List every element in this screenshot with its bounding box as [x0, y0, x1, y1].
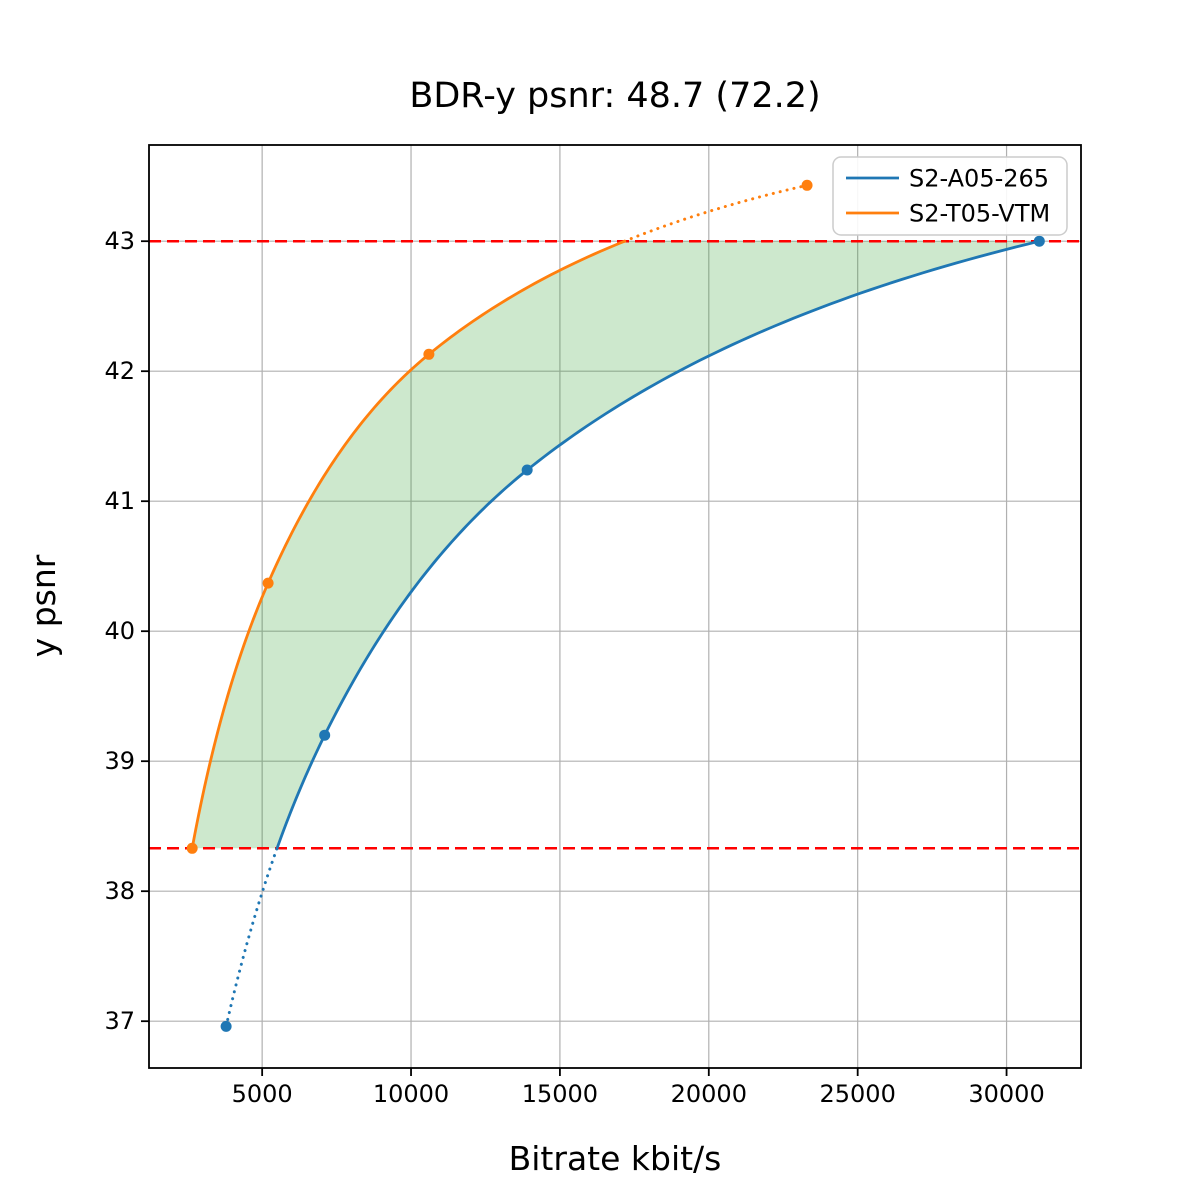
data-point-marker-s2-t05-vtm [423, 348, 435, 360]
x-tick-label: 10000 [373, 1080, 449, 1108]
y-tick-label: 37 [104, 1007, 135, 1035]
data-point-marker-s2-a05-265 [521, 464, 533, 476]
series-dotted-extension-s2-a05-265 [224, 846, 279, 1028]
y-tick-label: 40 [104, 617, 135, 645]
data-point-marker-s2-a05-265 [319, 729, 331, 741]
x-tick-label: 30000 [968, 1080, 1044, 1108]
y-tick-label: 39 [104, 747, 135, 775]
x-tick-label: 20000 [671, 1080, 747, 1108]
legend-label-s2-a05-265: S2-A05-265 [909, 165, 1049, 193]
data-point-marker-s2-t05-vtm [262, 577, 274, 589]
legend-label-s2-t05-vtm: S2-T05-VTM [909, 200, 1050, 228]
y-tick-label: 38 [104, 877, 135, 905]
data-point-marker-s2-a05-265 [220, 1020, 232, 1032]
y-axis-label: y psnr [24, 554, 63, 657]
chart-title: BDR-y psnr: 48.7 (72.2) [409, 76, 820, 116]
data-point-marker-s2-t05-vtm [801, 179, 813, 191]
x-tick-label: 25000 [819, 1080, 895, 1108]
data-point-markers [186, 179, 1045, 1032]
plot-border-rect [148, 144, 1082, 1069]
legend-box [832, 156, 1068, 236]
overlap-boundary-lines [149, 239, 1081, 850]
x-tick-label: 5000 [232, 1080, 293, 1108]
legend: S2-A05-265 S2-T05-VTM [832, 156, 1068, 236]
y-tick-label: 43 [104, 227, 135, 255]
y-tick-label: 42 [104, 357, 135, 385]
x-tick-label: 15000 [522, 1080, 598, 1108]
axis-ticks: 5000 10000 15000 20000 25000 30000 37 38 39 40 41 4… [104, 227, 1044, 1108]
x-axis-label: Bitrate kbit/s [509, 1139, 722, 1178]
series-line-s2-t05-vtm [190, 239, 626, 849]
data-point-marker-s2-a05-265 [1033, 235, 1045, 247]
data-point-marker-s2-t05-vtm [186, 842, 198, 854]
series-dotted-extension-s2-t05-vtm [623, 183, 809, 243]
bd-fill-polygon [192, 241, 1040, 849]
plot-border [148, 144, 1082, 1069]
y-tick-label: 41 [104, 487, 135, 515]
bd-shaded-region [192, 241, 1040, 849]
